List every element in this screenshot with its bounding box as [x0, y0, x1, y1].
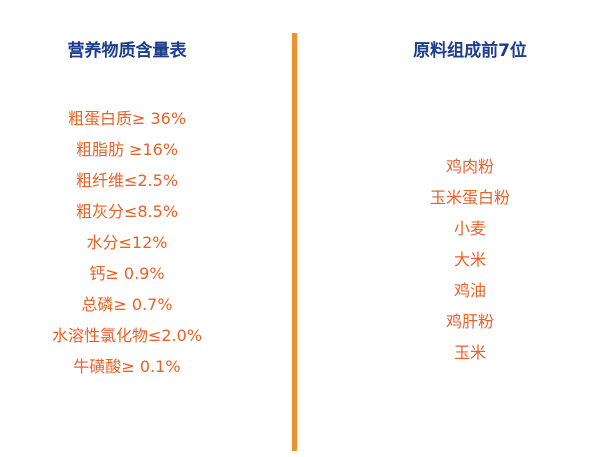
nutrition-list: 粗蛋白质≥ 36% 粗脂肪 ≥16% 粗纤维≤2.5% 粗灰分≤8.5% 水分≤12% 钙… — [17, 103, 237, 382]
ingredients-title: 原料组成前7位 — [413, 41, 527, 61]
nutrition-item: 水溶性氯化物≤2.0% — [51, 326, 203, 345]
nutrition-table-title: 营养物质含量表 — [67, 41, 187, 61]
nutrition-item: 水分≤12% — [86, 233, 168, 252]
nutrition-item: 牛磺酸≥ 0.1% — [73, 357, 181, 376]
nutrition-item: 粗灰分≤8.5% — [75, 202, 179, 221]
nutrition-item: 总磷≥ 0.7% — [81, 295, 173, 314]
nutrition-item: 粗脂肪 ≥16% — [75, 140, 179, 159]
ingredient-item: 鸡肉粉 — [445, 157, 494, 176]
ingredient-item: 大米 — [453, 250, 486, 269]
nutrition-item: 钙≥ 0.9% — [89, 264, 165, 283]
ingredients-list: 鸡肉粉玉米蛋白粉小麦大米鸡油鸡肝粉玉米 — [370, 151, 570, 368]
ingredient-item: 玉米蛋白粉 — [429, 188, 510, 207]
column-divider — [292, 33, 297, 451]
ingredient-item: 小麦 — [453, 219, 486, 238]
ingredient-item: 鸡肝粉 — [445, 312, 494, 331]
nutrition-item: 粗蛋白质≥ 36% — [67, 109, 187, 128]
ingredient-item: 鸡油 — [453, 281, 486, 300]
ingredient-item: 玉米 — [453, 343, 486, 362]
nutrition-item: 粗纤维≤2.5% — [75, 171, 179, 190]
